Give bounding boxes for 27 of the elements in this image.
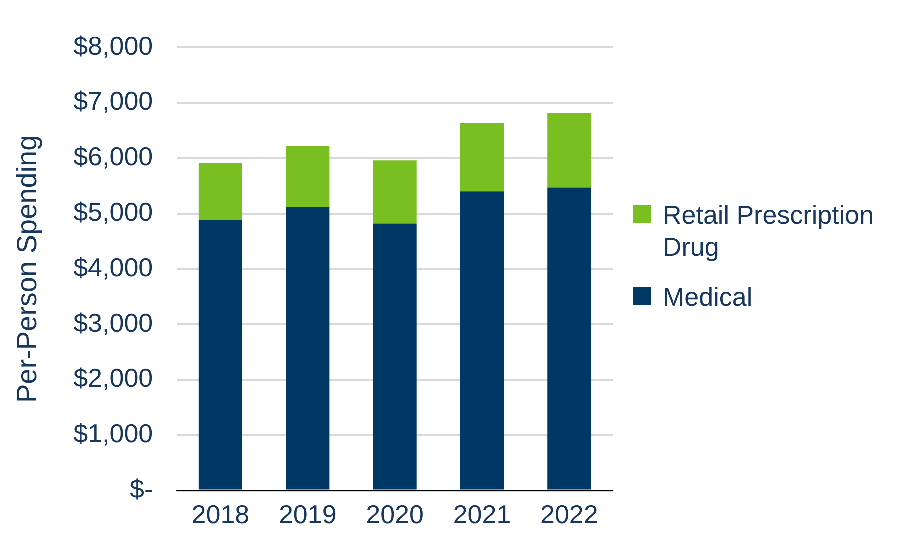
x-tick-label: 2020 (366, 500, 424, 530)
y-tick-label: $6,000 (74, 142, 154, 172)
legend-label: Retail Prescription Drug (663, 199, 875, 263)
y-axis-title: Per-Person Spending (12, 135, 43, 404)
y-tick-label: $7,000 (74, 86, 154, 116)
bar (548, 188, 592, 490)
y-tick-label: $- (130, 474, 154, 504)
x-tick-label: 2022 (540, 500, 598, 530)
bar (286, 207, 330, 490)
bar (373, 224, 417, 490)
legend-label: Medical (663, 281, 753, 313)
bar (460, 192, 504, 490)
y-tick-label: $2,000 (74, 363, 154, 394)
bar (373, 160, 417, 224)
y-tick-label: $8,000 (74, 30, 154, 61)
y-tick-label: $3,000 (74, 308, 154, 338)
bar (460, 124, 504, 192)
x-tick-label: 2019 (278, 500, 337, 530)
y-tick-label: $4,000 (74, 252, 154, 282)
y-tick-label: $1,000 (74, 418, 154, 449)
bar (198, 163, 243, 220)
bar (286, 146, 330, 208)
x-tick-label: 2018 (192, 500, 250, 530)
bar (198, 220, 243, 490)
x-tick-label: 2021 (453, 500, 512, 530)
y-tick-label: $5,000 (74, 196, 154, 227)
bar (548, 112, 592, 188)
